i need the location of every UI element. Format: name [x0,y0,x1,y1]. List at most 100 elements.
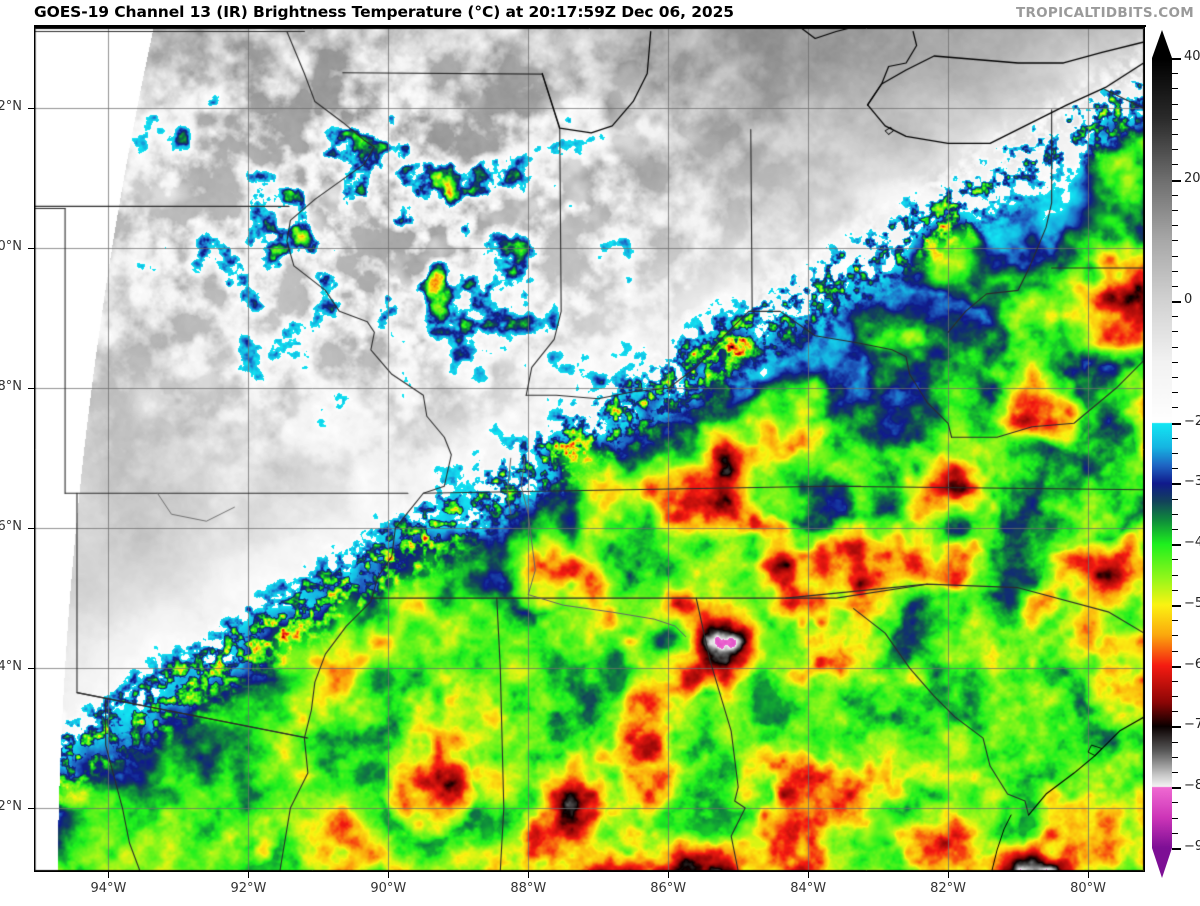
colorbar-minor-tick [1172,194,1178,196]
colorbar-tick-label: −40 [1184,535,1200,551]
colorbar-minor-tick [1172,802,1178,804]
colorbar-major-tick [1172,483,1181,486]
colorbar-minor-tick [1172,513,1178,515]
x-axis-label: 92°W [230,881,267,896]
x-axis-tick [948,872,950,878]
colorbar-major-tick [1172,665,1181,668]
colorbar-tick-label: −60 [1184,656,1200,672]
header: GOES-19 Channel 13 (IR) Brightness Tempe… [0,0,1200,27]
x-axis-label: 80°W [1070,881,1106,896]
colorbar-minor-tick [1172,559,1178,561]
header-rule [34,25,1146,27]
y-axis-label: 32°N [0,799,22,815]
colorbar-minor-tick [1172,149,1178,151]
colorbar-major-tick [1172,787,1181,790]
colorbar-tick-label: −90 [1184,839,1200,854]
colorbar-minor-tick [1172,316,1178,318]
x-axis-label: 88°W [510,881,547,896]
y-axis-label: 42°N [0,99,22,115]
colorbar-minor-tick [1172,164,1178,166]
colorbar-minor-tick [1172,255,1178,257]
colorbar-major-tick [1172,422,1181,425]
colorbar-minor-tick [1172,589,1178,591]
y-axis-tick [28,388,34,390]
x-axis-tick [388,872,390,878]
colorbar-minor-tick [1172,407,1178,409]
x-axis-label: 84°W [790,881,827,896]
map-panel[interactable] [34,27,1145,872]
colorbar-minor-tick [1172,240,1178,242]
colorbar-major-tick [1172,544,1181,547]
colorbar-major-tick [1172,604,1181,607]
colorbar-minor-tick [1172,346,1178,348]
colorbar-minor-tick [1172,468,1178,470]
colorbar-minor-tick [1172,696,1178,698]
colorbar-tick-label: −80 [1184,778,1200,794]
colorbar-tick-label: −30 [1184,474,1200,490]
y-axis-tick [28,528,34,530]
x-axis-label: 90°W [370,881,407,896]
colorbar-minor-tick [1172,741,1178,743]
x-axis-tick [248,872,250,878]
colorbar-minor-tick [1172,392,1178,394]
colorbar-minor-tick [1172,498,1178,500]
colorbar-minor-tick [1172,103,1178,105]
colorbar-minor-tick [1172,756,1178,758]
y-axis-label: 34°N [0,659,22,675]
y-axis-tick [28,108,34,110]
colorbar-minor-tick [1172,209,1178,211]
satellite-imagery-canvas[interactable] [35,28,1144,871]
x-axis-label: 86°W [650,881,687,896]
x-axis-tick [108,872,110,878]
colorbar-minor-tick [1172,331,1178,333]
colorbar-minor-tick [1172,270,1178,272]
colorbar-major-tick [1172,848,1181,850]
colorbar-minor-tick [1172,225,1178,227]
y-axis-tick [28,808,34,810]
colorbar-minor-tick [1172,817,1178,819]
colorbar-major-tick [1172,58,1181,60]
colorbar-minor-tick [1172,361,1178,363]
colorbar-minor-tick [1172,377,1178,379]
colorbar-minor-tick [1172,528,1178,530]
colorbar-minor-tick [1172,832,1178,834]
colorbar-extend-min-arrow [1152,848,1172,878]
y-axis-tick [28,668,34,670]
colorbar-minor-tick [1172,574,1178,576]
colorbar-tick-label: −50 [1184,595,1200,611]
colorbar-tick-label: −70 [1184,717,1200,733]
x-axis-tick [1088,872,1090,878]
colorbar-minor-tick [1172,453,1178,454]
page-title: GOES-19 Channel 13 (IR) Brightness Tempe… [34,3,734,21]
colorbar-tick-label: −20 [1184,413,1200,429]
x-axis-label: 82°W [930,881,967,896]
x-axis-tick [668,872,670,878]
colorbar-minor-tick [1172,680,1178,682]
colorbar-major-tick [1172,301,1181,304]
colorbar-major-tick [1172,726,1181,729]
colorbar-tick-label: 40 [1184,49,1200,64]
colorbar-minor-tick [1172,620,1178,622]
x-axis-tick [528,872,530,878]
colorbar-minor-tick [1172,772,1178,774]
brand-watermark: TROPICALTIDBITS.COM [1015,5,1194,21]
y-axis-tick [28,248,34,250]
colorbar-minor-tick [1172,635,1178,637]
colorbar-minor-tick [1172,133,1178,135]
colorbar-minor-tick [1172,118,1178,120]
colorbar-minor-tick [1172,711,1178,713]
colorbar-minor-tick [1172,73,1178,75]
colorbar-major-tick [1172,179,1181,182]
colorbar-minor-tick [1172,437,1178,439]
colorbar-minor-tick [1172,650,1178,652]
colorbar-extend-max-arrow [1152,30,1172,58]
y-axis-label: 36°N [0,519,22,535]
colorbar-minor-tick [1172,88,1178,90]
colorbar-minor-tick [1172,285,1178,287]
colorbar[interactable]: 40 20 0 −20 −30 −40 −50 −60 −70 −80 −90 [1152,28,1200,888]
colorbar-tick-label: 0 [1184,292,1193,308]
y-axis-label: 40°N [0,239,22,255]
y-axis-label: 38°N [0,379,22,395]
colorbar-gradient [1152,58,1172,848]
